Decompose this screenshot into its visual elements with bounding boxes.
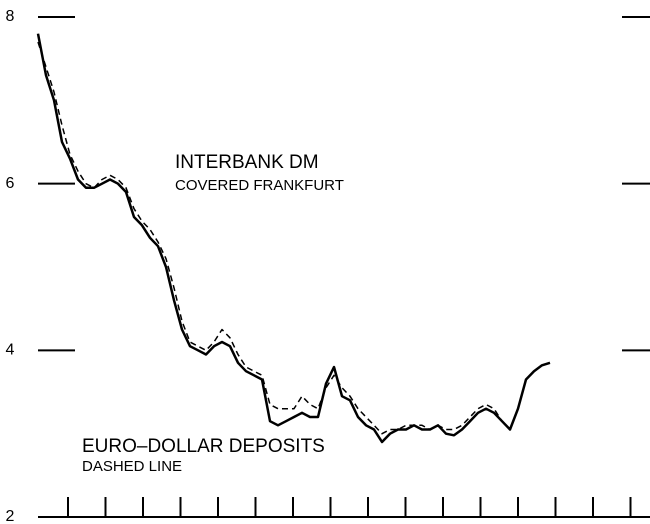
y-tick-label: 8	[6, 8, 15, 25]
annotation: INTERBANK DM	[175, 152, 319, 173]
y-tick-label: 2	[6, 508, 15, 524]
annotation: EURO–DOLLAR DEPOSITS	[82, 436, 325, 457]
dashed-line	[37, 41, 503, 435]
annotation: COVERED FRANKFURT	[175, 177, 344, 194]
solid-line	[36, 33, 551, 444]
annotation: DASHED LINE	[82, 458, 182, 475]
y-tick-label: 6	[6, 175, 15, 192]
y-tick-label: 4	[6, 342, 15, 359]
